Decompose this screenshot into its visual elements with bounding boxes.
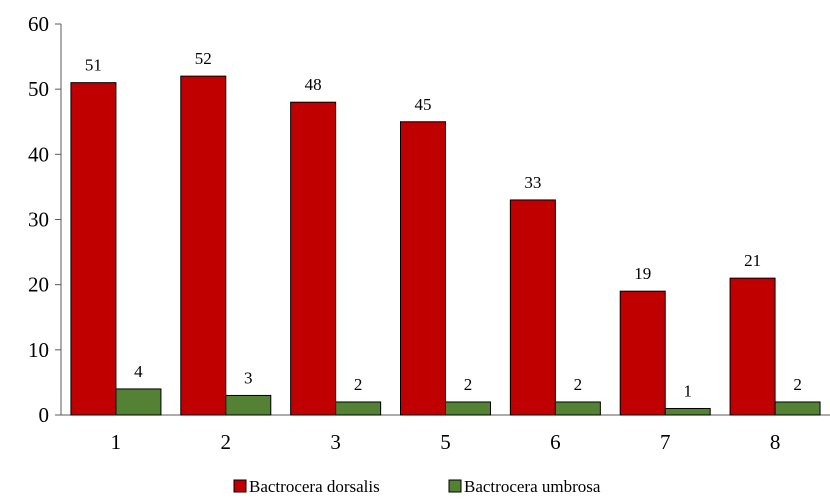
data-label: 2 xyxy=(574,375,583,394)
x-tick-label: 3 xyxy=(330,430,341,454)
x-tick-label: 2 xyxy=(221,430,232,454)
y-tick-label: 30 xyxy=(28,208,49,232)
x-tick-label: 8 xyxy=(770,430,781,454)
data-label: 21 xyxy=(744,251,761,270)
bar-dorsalis xyxy=(729,277,776,416)
data-label: 52 xyxy=(195,49,212,68)
y-tick-label: 10 xyxy=(28,338,49,362)
data-label: 33 xyxy=(524,173,541,192)
data-label: 3 xyxy=(244,368,253,387)
legend: Bactrocera dorsalis Bactrocera umbrosa xyxy=(233,477,601,496)
x-tick-label: 6 xyxy=(550,430,561,454)
data-label: 19 xyxy=(634,264,651,283)
bar-umbrosa xyxy=(774,401,821,416)
bar-dorsalis xyxy=(400,121,446,416)
x-tick-label: 1 xyxy=(111,430,122,454)
data-label: 45 xyxy=(415,95,432,114)
legend-swatch-umbrosa xyxy=(448,479,462,493)
y-tick-label: 0 xyxy=(39,403,50,427)
bar-umbrosa xyxy=(664,407,711,416)
y-tick-label: 20 xyxy=(28,273,49,297)
legend-label-dorsalis: Bactrocera dorsalis xyxy=(249,477,380,496)
bar-dorsalis xyxy=(180,75,227,416)
bar-dorsalis xyxy=(619,290,666,416)
x-tick-label: 7 xyxy=(660,430,671,454)
data-label: 2 xyxy=(464,375,473,394)
bar-umbrosa xyxy=(335,401,382,416)
data-label: 1 xyxy=(683,381,692,400)
x-axis: 1 2 3 5 6 7 8 xyxy=(61,414,830,454)
bar-umbrosa xyxy=(225,394,272,416)
x-tick-label: 5 xyxy=(440,430,451,454)
data-label: 2 xyxy=(793,375,802,394)
bar-umbrosa xyxy=(445,401,491,416)
data-label: 48 xyxy=(305,75,322,94)
bar-umbrosa xyxy=(115,388,162,416)
legend-label-umbrosa: Bactrocera umbrosa xyxy=(464,477,601,496)
y-tick-label: 40 xyxy=(28,142,49,166)
bar-dorsalis xyxy=(290,101,337,416)
data-label: 4 xyxy=(134,362,143,381)
legend-swatch-dorsalis xyxy=(233,479,247,493)
y-axis: 0 10 20 30 40 50 60 xyxy=(28,12,62,427)
data-label: 2 xyxy=(354,375,363,394)
data-label: 51 xyxy=(85,56,102,75)
bar-dorsalis xyxy=(509,199,556,416)
bars xyxy=(70,75,821,416)
y-tick-label: 50 xyxy=(28,77,49,101)
bar-dorsalis xyxy=(70,82,117,416)
bar-umbrosa xyxy=(554,401,601,416)
y-tick-label: 60 xyxy=(28,12,49,36)
